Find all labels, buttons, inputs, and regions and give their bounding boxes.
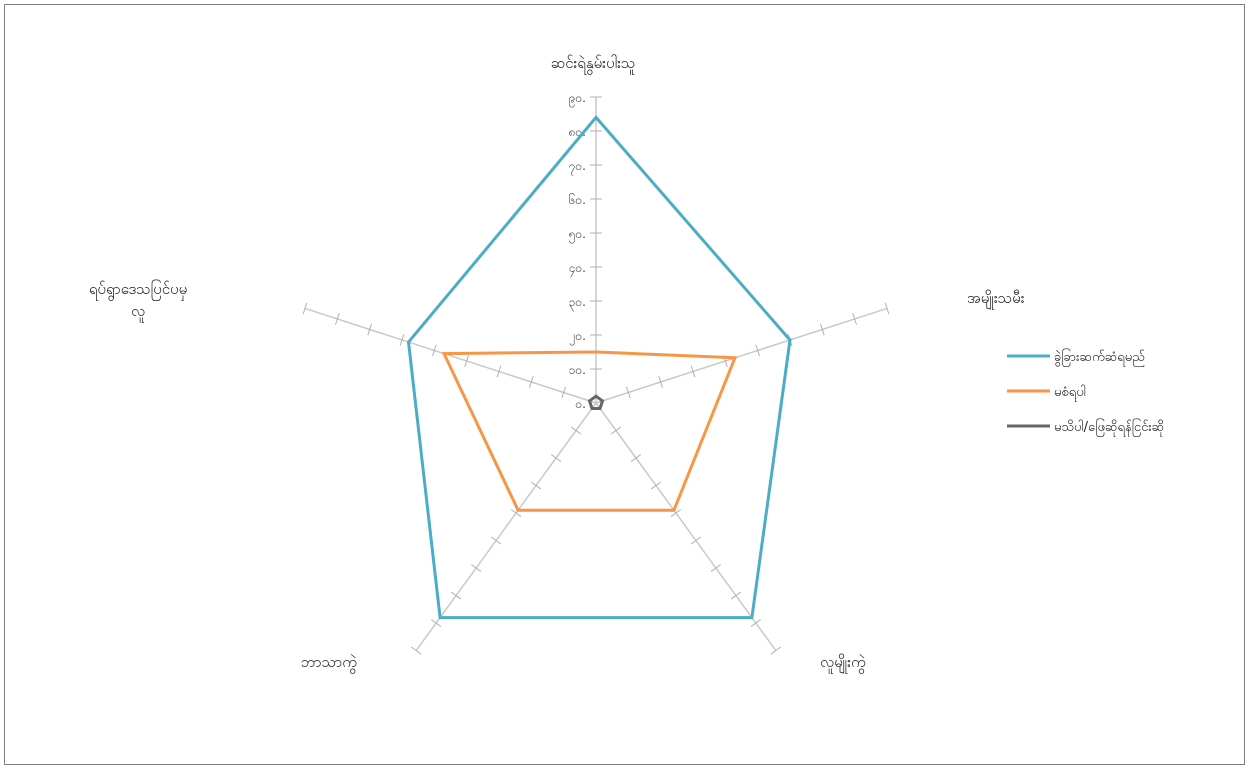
tick-mark-2-2 — [630, 454, 642, 462]
tick-mark-2-1 — [610, 426, 622, 435]
tick-mark-1-7 — [820, 323, 825, 336]
tick-mark-2-4 — [670, 509, 682, 517]
tick-mark-3-6 — [470, 564, 482, 572]
tick-label-6: ၆၀. — [569, 192, 586, 207]
axis-label-0: ဆင်းရဲနွမ်းပါးသူ — [551, 54, 636, 75]
tick-mark-3-1 — [570, 426, 582, 435]
tick-mark-4-7 — [367, 323, 372, 336]
radar-chart: ၀.၁၀.၂၀.၃၀.၄၀.၅၀.၆၀.၇၀.၈၀.၉၀. ဆင်းရဲနွမ်… — [89, 54, 1164, 674]
tick-mark-4-1 — [561, 386, 566, 399]
legend-label-2: မသိပါ/ဖြေဆိုရန်ငြင်းဆို — [1054, 418, 1164, 437]
tick-mark-2-5 — [690, 536, 702, 545]
series-line-0 — [406, 115, 792, 620]
legend: ခွဲခြားဆက်ဆံရမည် မစံရပါ မသိပါ/ဖြေဆိုရန်င… — [1007, 348, 1164, 437]
tick-label-5: ၅၀. — [569, 227, 586, 244]
tick-mark-2-8 — [750, 619, 762, 627]
spoke-4 — [304, 307, 597, 404]
tick-mark-2-9 — [770, 646, 782, 655]
tick-label-2: ၂၀. — [570, 329, 586, 346]
tick-mark-1-5 — [755, 344, 761, 357]
tick-label-4: ၄၀. — [569, 261, 586, 278]
tick-mark-1-1 — [626, 386, 631, 399]
tick-mark-4-8 — [334, 313, 340, 325]
series-layer — [406, 115, 792, 620]
tick-mark-3-2 — [550, 454, 562, 462]
tick-mark-2-7 — [730, 591, 742, 600]
tick-mark-2-3 — [650, 481, 662, 490]
axis-label-4-line-0: ရပ်ရွာဒေသပြင်ပမှ — [89, 279, 187, 301]
tick-mark-3-4 — [510, 509, 522, 517]
category-labels: ဆင်းရဲနွမ်းပါးသူ အမျိုးသမီး လူမျိုးကွဲ ဘ… — [89, 54, 1025, 674]
tick-mark-4-3 — [496, 365, 502, 378]
axis-label-1: အမျိုးသမီး — [967, 289, 1025, 310]
tick-label-9: ၉၀. — [569, 91, 586, 108]
tick-mark-1-2 — [658, 376, 664, 388]
tick-mark-1-8 — [852, 313, 858, 325]
spoke-1 — [595, 307, 888, 404]
tick-label-0: ၀. — [575, 397, 586, 411]
tick-mark-3-7 — [450, 591, 462, 600]
axis-label-4-line-1: လူ — [131, 302, 145, 323]
tick-mark-3-5 — [490, 536, 502, 545]
spoke-3 — [415, 402, 597, 652]
series-line-2 — [587, 394, 605, 410]
tick-mark-4-2 — [528, 376, 534, 388]
tick-mark-2-6 — [710, 564, 722, 572]
axis-label-4: ရပ်ရွာဒေသပြင်ပမှလူ — [89, 279, 187, 323]
radar-spokes — [302, 96, 890, 655]
tick-mark-4-5 — [431, 344, 437, 357]
tick-mark-4-9 — [302, 302, 308, 315]
tick-mark-1-9 — [884, 302, 890, 315]
tick-mark-4-6 — [399, 334, 405, 346]
axis-label-2: လူမျိုးကွဲ — [820, 653, 866, 674]
chart-frame: ၀. ၁၀. ၂၀. ၃၀. ၄၀. ၅၀. ၆၀. ၇၀. ၈၀. ၉၀. ဆင်းရဲနွမ်… — [4, 4, 1245, 765]
tick-mark-1-3 — [690, 365, 696, 378]
radial-tick-labels: ၀.၁၀.၂၀.၃၀.၄၀.၅၀.၆၀.၇၀.၈၀.၉၀. — [569, 91, 586, 411]
tick-label-7: ၇၀. — [569, 159, 586, 176]
legend-label-1: မစံရပါ — [1054, 384, 1086, 402]
tick-label-1: ၁၀. — [569, 363, 586, 377]
tick-label-3: ၃၀. — [569, 295, 586, 312]
series-line-1 — [441, 350, 738, 512]
tick-mark-4-4 — [464, 355, 469, 367]
legend-label-0: ခွဲခြားဆက်ဆံရမည် — [1054, 348, 1145, 367]
tick-mark-3-9 — [410, 646, 422, 655]
spoke-2 — [595, 402, 777, 652]
axis-label-3: ဘာသာကွဲ — [301, 653, 357, 674]
tick-mark-3-8 — [430, 619, 442, 627]
tick-mark-3-3 — [530, 481, 542, 490]
